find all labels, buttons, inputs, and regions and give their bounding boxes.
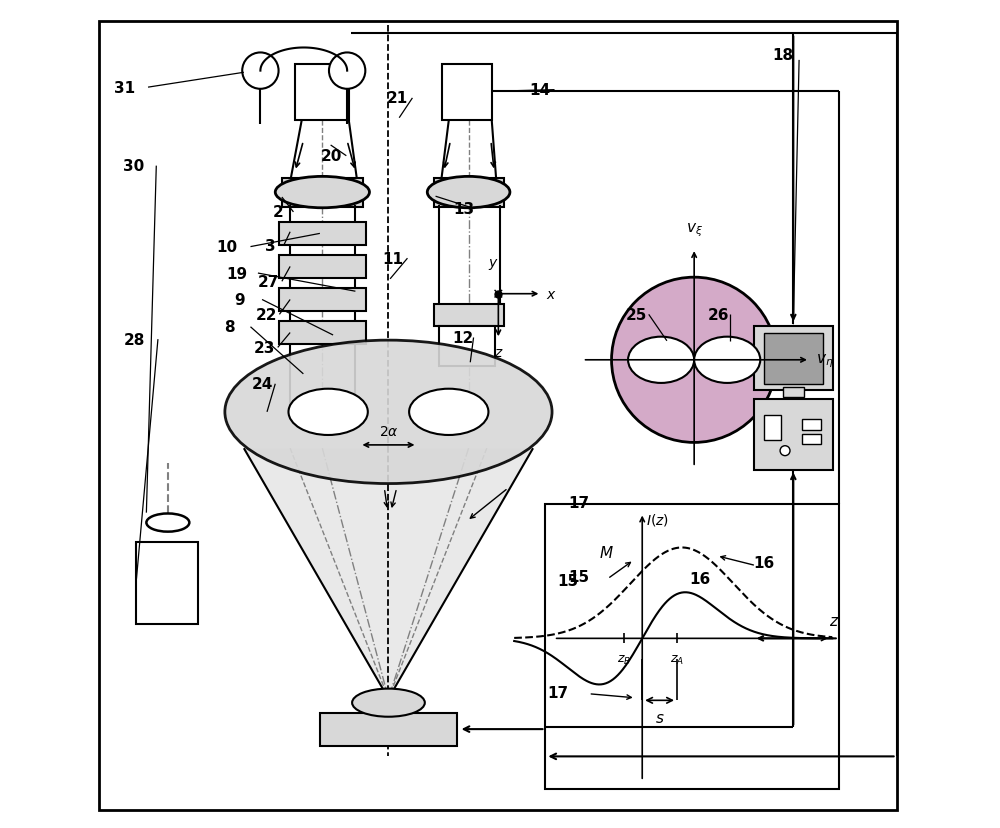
Bar — [442, 65, 492, 121]
Text: 15: 15 — [557, 573, 578, 588]
Text: $2\alpha$: $2\alpha$ — [379, 425, 398, 439]
Bar — [754, 399, 833, 470]
Text: 3: 3 — [265, 239, 276, 254]
Bar — [802, 435, 821, 445]
Bar — [434, 179, 504, 208]
Ellipse shape — [288, 389, 368, 436]
Text: 17: 17 — [569, 496, 590, 511]
Text: 22: 22 — [255, 307, 277, 322]
Bar — [136, 542, 198, 624]
Text: $z_A$: $z_A$ — [670, 653, 684, 667]
Bar — [764, 416, 781, 440]
Text: 26: 26 — [708, 307, 730, 322]
Ellipse shape — [694, 337, 760, 383]
Ellipse shape — [409, 389, 488, 436]
Text: 11: 11 — [382, 252, 403, 267]
Ellipse shape — [146, 514, 189, 532]
Text: 25: 25 — [626, 307, 647, 322]
Ellipse shape — [225, 340, 552, 484]
Bar — [439, 326, 495, 366]
Text: 14: 14 — [529, 83, 550, 98]
Text: $v_\eta$: $v_\eta$ — [816, 352, 834, 369]
Ellipse shape — [352, 689, 425, 717]
Text: 16: 16 — [754, 555, 775, 570]
Text: $M$: $M$ — [599, 544, 613, 560]
Bar — [434, 305, 504, 326]
Text: $x$: $x$ — [546, 287, 557, 301]
Text: 9: 9 — [234, 292, 245, 308]
Text: 17: 17 — [547, 685, 568, 700]
Bar — [279, 289, 366, 311]
Text: 13: 13 — [453, 202, 474, 217]
Ellipse shape — [427, 177, 510, 209]
Text: $z_B$: $z_B$ — [617, 653, 631, 667]
Bar — [764, 333, 823, 384]
Polygon shape — [388, 449, 533, 699]
Ellipse shape — [242, 53, 279, 89]
Text: 28: 28 — [124, 332, 145, 347]
Text: 16: 16 — [689, 571, 711, 586]
Text: 21: 21 — [387, 91, 408, 106]
Text: 8: 8 — [224, 320, 234, 335]
Text: 24: 24 — [251, 377, 273, 392]
Bar — [295, 65, 349, 121]
Ellipse shape — [329, 53, 365, 89]
Text: 30: 30 — [123, 159, 144, 174]
Text: $s$: $s$ — [655, 710, 664, 725]
Text: 31: 31 — [114, 80, 135, 95]
Bar — [545, 505, 839, 789]
Ellipse shape — [275, 177, 369, 209]
Bar — [282, 179, 363, 208]
Ellipse shape — [780, 446, 790, 456]
Text: 19: 19 — [226, 267, 247, 282]
Text: 20: 20 — [321, 149, 342, 164]
Bar — [754, 326, 833, 391]
Bar — [320, 713, 457, 746]
Ellipse shape — [628, 337, 694, 383]
Circle shape — [612, 278, 777, 443]
Text: 2: 2 — [273, 205, 284, 220]
Text: $z$: $z$ — [829, 614, 839, 628]
Text: 23: 23 — [254, 340, 275, 355]
Bar — [279, 223, 366, 246]
Text: 27: 27 — [258, 274, 279, 290]
Text: $v_\xi$: $v_\xi$ — [686, 220, 703, 238]
Text: 15: 15 — [568, 569, 589, 585]
Text: $I(z)$: $I(z)$ — [646, 512, 669, 527]
Text: $z$: $z$ — [494, 345, 503, 359]
Text: 18: 18 — [772, 47, 793, 63]
Text: 10: 10 — [217, 240, 238, 255]
Bar — [802, 420, 821, 431]
Text: 12: 12 — [452, 330, 473, 345]
Text: $y$: $y$ — [488, 256, 499, 272]
Polygon shape — [244, 449, 388, 699]
Bar — [279, 321, 366, 344]
Bar — [783, 388, 804, 397]
Bar — [279, 256, 366, 279]
